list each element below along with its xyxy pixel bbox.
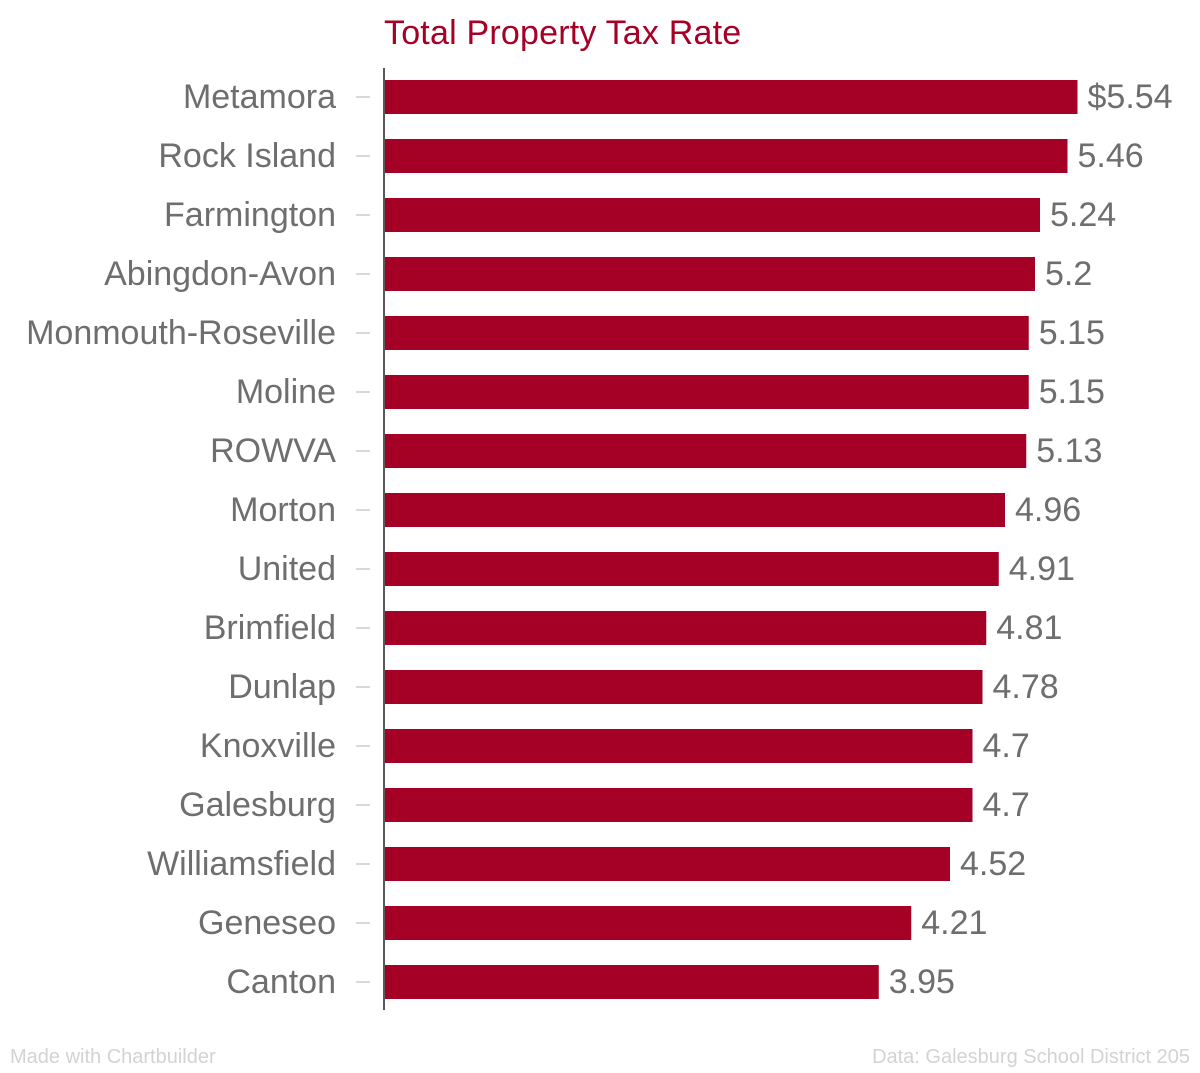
bar (385, 729, 973, 763)
value-label: 4.81 (996, 609, 1062, 647)
category-label: Farmington (164, 196, 336, 234)
value-label: 3.95 (889, 963, 955, 1001)
category-label: Brimfield (204, 609, 336, 647)
bar (385, 434, 1027, 468)
data-source: Data: Galesburg School District 205 (872, 1046, 1190, 1068)
category-label: Abingdon-Avon (104, 255, 336, 293)
bar (385, 788, 973, 822)
bar (385, 493, 1005, 527)
bar (385, 965, 879, 999)
value-labels: $5.54 5.46 5.24 5.2 5.15 5.15 5.13 4.96 4.91 4.81… (889, 78, 1173, 1001)
value-label: 4.52 (960, 845, 1026, 883)
bar (385, 906, 912, 940)
category-label: Galesburg (179, 786, 336, 824)
category-label: Rock Island (158, 137, 336, 175)
value-label: 4.7 (983, 727, 1030, 765)
value-label: 5.46 (1078, 137, 1144, 175)
bar (385, 847, 950, 881)
category-label: Monmouth-Roseville (26, 314, 336, 352)
value-label: $5.54 (1088, 78, 1173, 116)
bar (385, 611, 987, 645)
category-label: Metamora (183, 78, 336, 116)
category-label: Williamsfield (147, 845, 336, 883)
value-label: 5.15 (1039, 314, 1105, 352)
bars (385, 80, 1078, 999)
chart-title: Total Property Tax Rate (384, 14, 742, 52)
bar (385, 670, 983, 704)
bar (385, 375, 1029, 409)
value-label: 4.21 (921, 904, 987, 942)
chart-credit: Made with Chartbuilder (10, 1046, 216, 1068)
bar (385, 139, 1068, 173)
value-label: 5.15 (1039, 373, 1105, 411)
y-axis (356, 68, 385, 1010)
category-label: Moline (236, 373, 336, 411)
bar (385, 257, 1035, 291)
bar (385, 552, 999, 586)
bar (385, 316, 1029, 350)
category-label: Knoxville (200, 727, 336, 765)
category-label: Canton (226, 963, 336, 1001)
value-label: 4.96 (1015, 491, 1081, 529)
category-label: ROWVA (210, 432, 336, 470)
category-label: Morton (230, 491, 336, 529)
category-labels: Metamora Rock Island Farmington Abingdon-Av… (26, 78, 336, 1001)
bar (385, 80, 1078, 114)
category-label: Geneseo (198, 904, 336, 942)
category-label: Dunlap (228, 668, 336, 706)
bar (385, 198, 1040, 232)
value-label: 5.13 (1036, 432, 1102, 470)
value-label: 4.91 (1009, 550, 1075, 588)
value-label: 4.7 (983, 786, 1030, 824)
value-label: 5.2 (1045, 255, 1092, 293)
category-label: United (238, 550, 336, 588)
value-label: 4.78 (993, 668, 1059, 706)
value-label: 5.24 (1050, 196, 1116, 234)
